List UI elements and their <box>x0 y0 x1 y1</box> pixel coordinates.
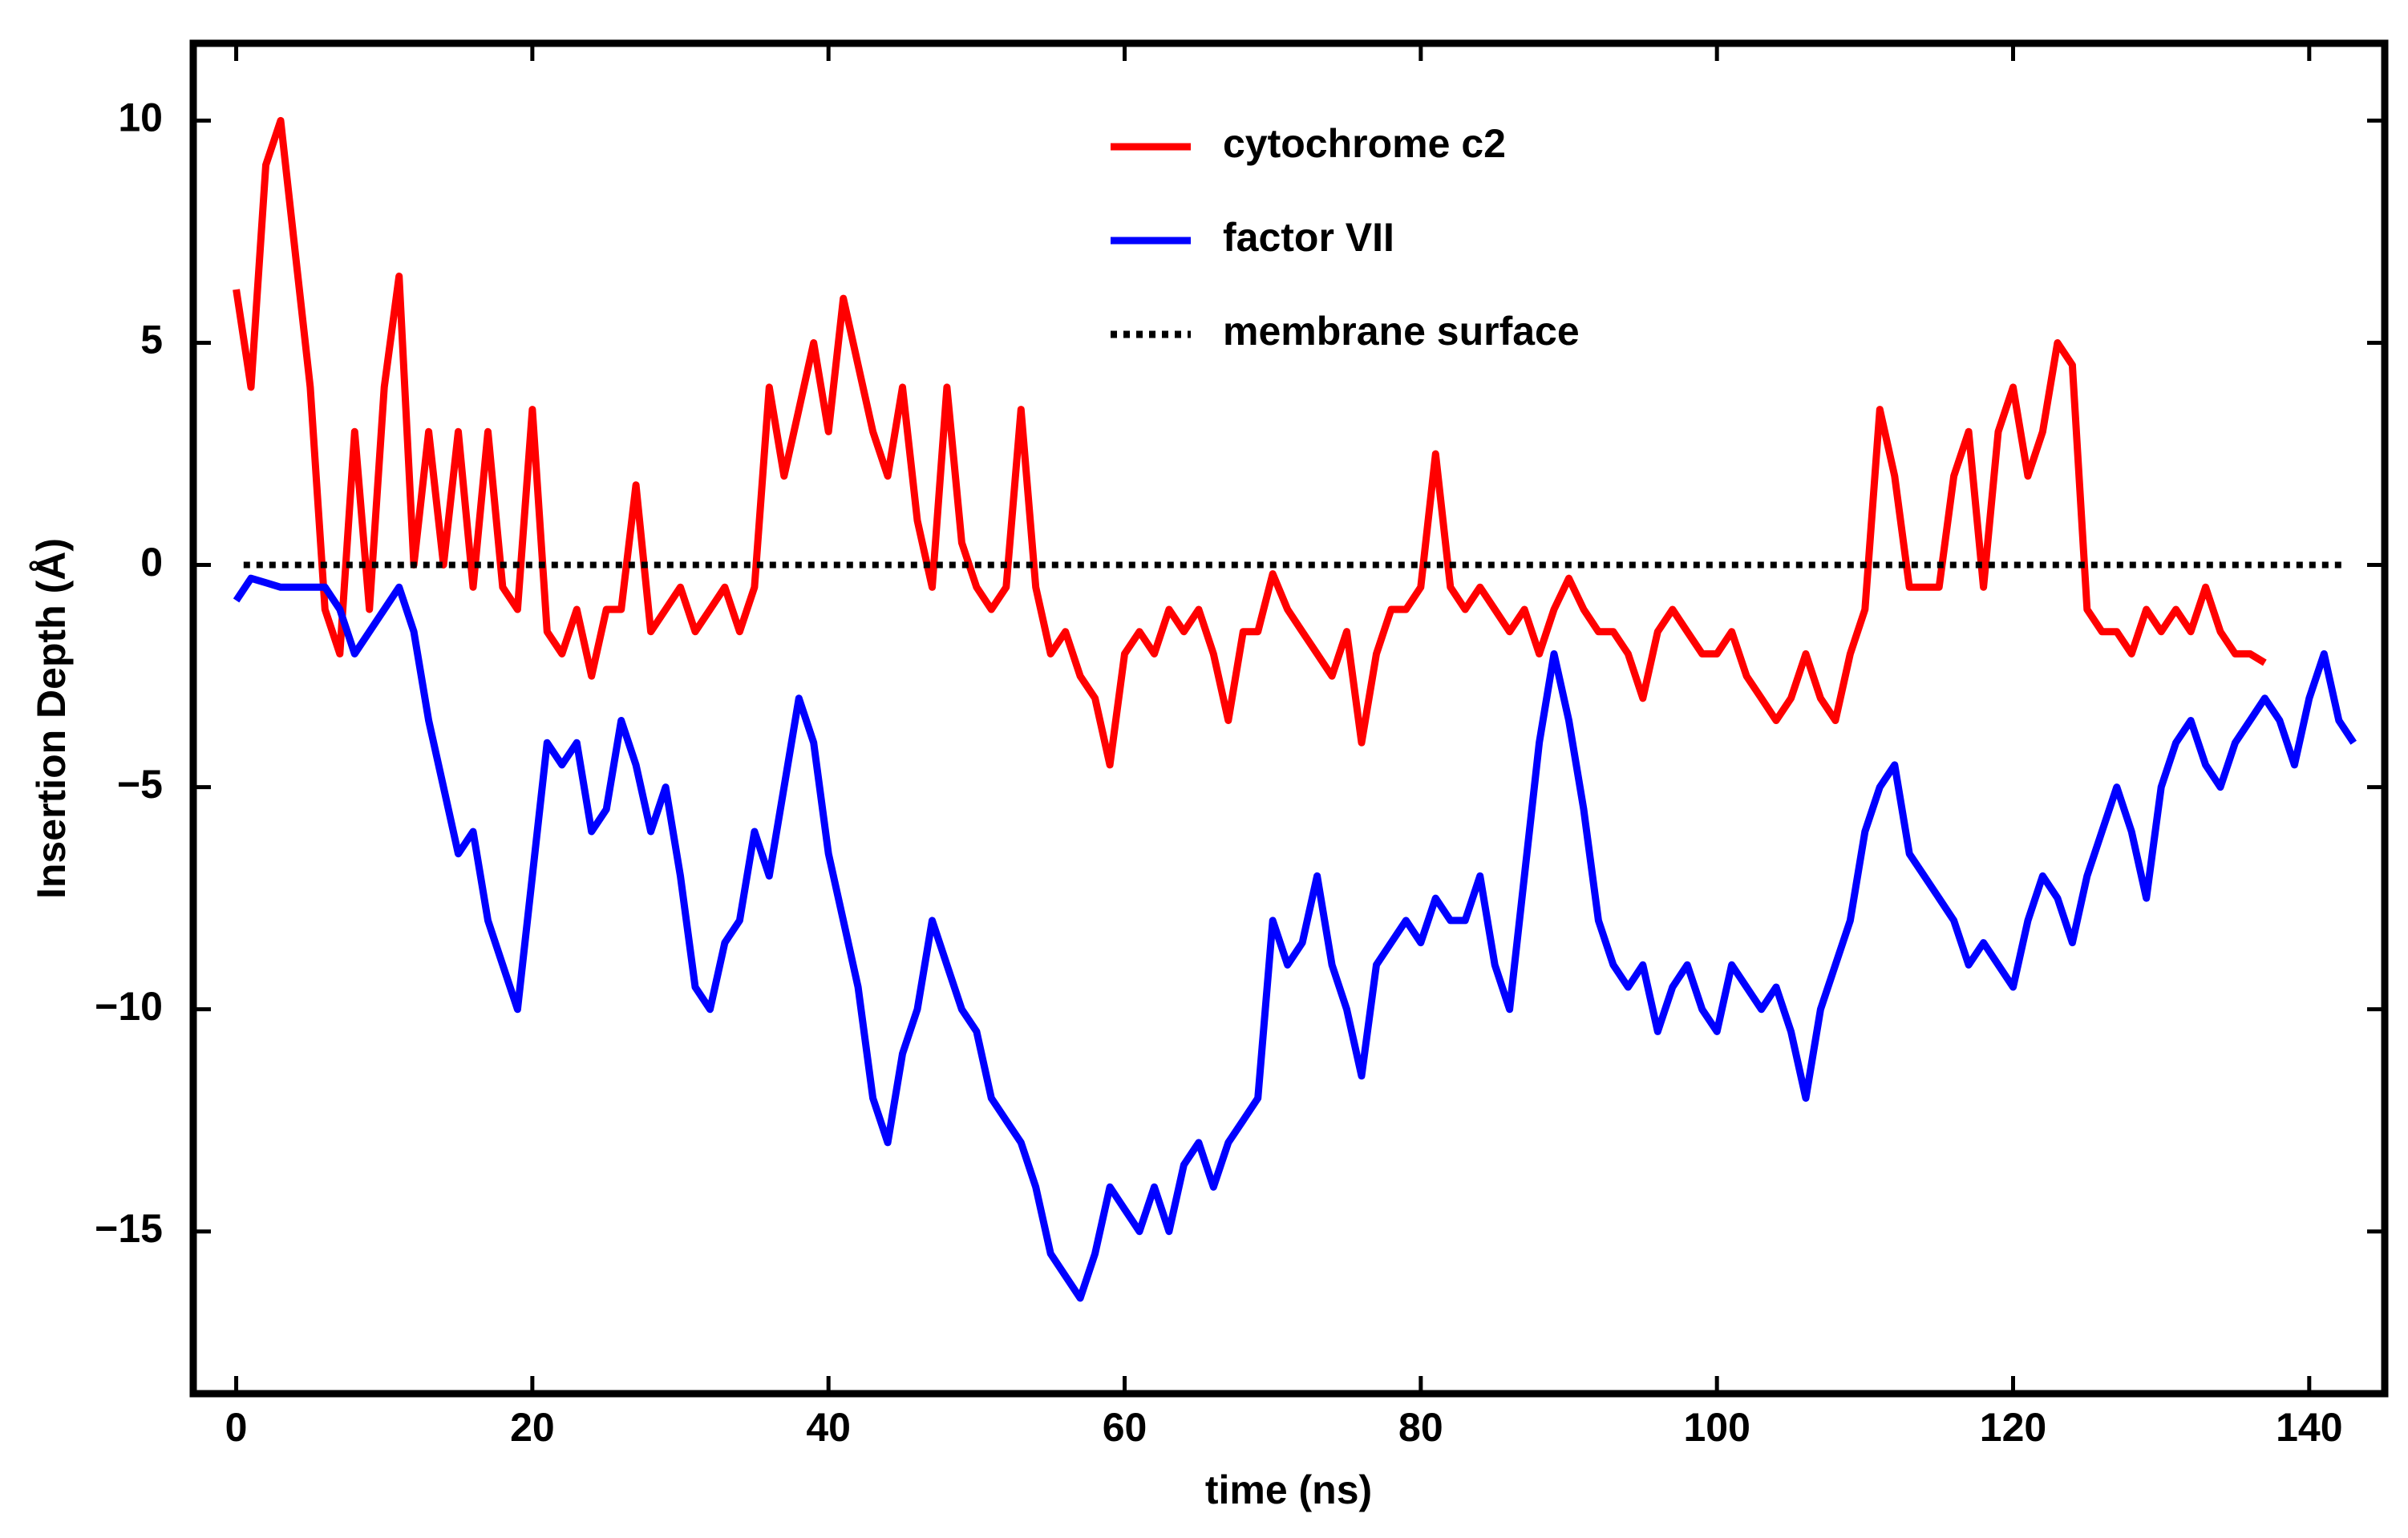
y-tick-label: 0 <box>140 540 163 585</box>
x-tick-label: 0 <box>225 1405 248 1450</box>
x-tick-label: 140 <box>2276 1405 2342 1450</box>
series-line <box>233 116 2267 769</box>
x-tick-label: 100 <box>1683 1405 1750 1450</box>
x-tick-label: 60 <box>1103 1405 1147 1450</box>
legend-label: cytochrome c2 <box>1223 121 1506 166</box>
series-line <box>233 574 2357 1302</box>
y-tick-label: 10 <box>118 95 163 140</box>
y-axis-label: Insertion Depth (Å) <box>29 538 74 899</box>
y-tick-label: 5 <box>140 318 163 362</box>
legend-label: factor VII <box>1223 215 1394 260</box>
x-tick-label: 120 <box>1980 1405 2046 1450</box>
y-tick-label: −5 <box>117 762 163 807</box>
x-tick-label: 80 <box>1398 1405 1443 1450</box>
x-axis-label: time (ns) <box>1205 1467 1372 1512</box>
legend-label: membrane surface <box>1223 309 1580 354</box>
plot-frame <box>189 39 2389 1398</box>
x-tick-label: 40 <box>806 1405 851 1450</box>
x-tick-label: 20 <box>510 1405 555 1450</box>
y-tick-label: −15 <box>95 1206 163 1251</box>
y-tick-label: −10 <box>95 984 163 1029</box>
